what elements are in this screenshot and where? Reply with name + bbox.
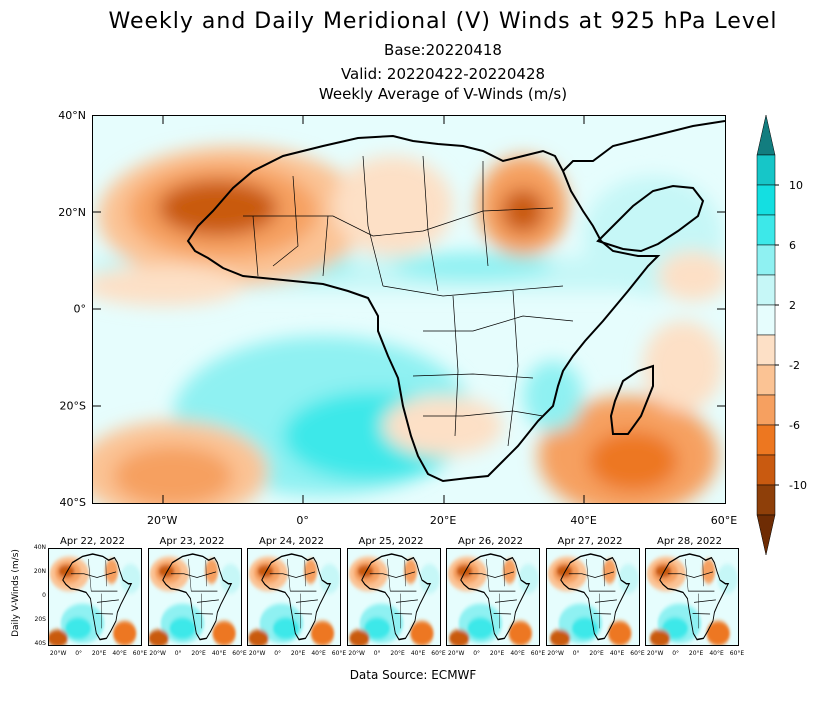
colorbar-segment	[756, 424, 776, 456]
colorbar-segment	[756, 304, 776, 336]
small-lat-label: 0	[42, 592, 46, 599]
map-axis-labels: 40°N 20°N 0° 20°S 40°S 20°W 0° 20°E 40°E 60°E	[58, 109, 737, 527]
daily-panel-date: Apr 22, 2022	[60, 536, 126, 547]
daily-panel-date: Apr 27, 2022	[557, 536, 623, 547]
daily-panel-date: Apr 28, 2022	[657, 536, 723, 547]
small-lon-label: 0°	[373, 650, 381, 657]
data-source: Data Source: ECMWF	[349, 668, 477, 682]
daily-panel-date: Apr 26, 2022	[458, 536, 524, 547]
daily-panel-map	[545, 548, 640, 646]
small-y-axis-label: Daily V-Winds (m/s)	[10, 549, 21, 637]
daily-panel-map	[446, 548, 540, 646]
small-lon-label: 20°W	[447, 650, 465, 657]
lon-label: 60°E	[711, 514, 737, 527]
lon-label: 40°E	[570, 514, 596, 527]
colorbar-arrow-top	[756, 114, 776, 156]
colorbar-segment	[756, 364, 776, 396]
daily-panel-map	[48, 548, 142, 646]
small-lon-label: 40°E	[709, 650, 724, 657]
valid-period: Valid: 20220422-20220428	[340, 65, 546, 83]
lon-label: 0°	[296, 514, 309, 527]
chart-title: Weekly and Daily Meridional (V) Winds at…	[108, 9, 778, 34]
lat-label: 20°N	[58, 206, 86, 219]
daily-panel-map	[147, 548, 242, 646]
small-lon-label: 0°	[572, 650, 580, 657]
small-lon-label: 60°E	[729, 650, 745, 657]
small-lon-label: 0°	[75, 650, 83, 657]
small-lon-label: 40°E	[510, 650, 525, 657]
lon-label: 20°E	[430, 514, 456, 527]
small-lon-label: 0°	[672, 650, 680, 657]
lat-label: 20°S	[60, 399, 86, 412]
small-lon-label: 20°W	[248, 650, 266, 657]
small-lon-label: 40°E	[609, 650, 625, 657]
colorbar-segment	[756, 394, 776, 426]
lon-label: 20°W	[147, 514, 177, 527]
colorbar-segment	[756, 154, 776, 186]
colorbar-segment	[756, 454, 776, 486]
small-lon-label: 20°E	[290, 650, 306, 657]
colorbar-arrow-bottom	[756, 514, 776, 556]
small-lon-label: 20°W	[49, 650, 67, 657]
small-lat-label: 20N	[33, 568, 46, 575]
colorbar-label: 2	[789, 299, 796, 312]
small-lon-label: 20°E	[589, 650, 604, 657]
daily-panel-date: Apr 23, 2022	[159, 536, 225, 547]
small-lat-label: 40S	[34, 640, 46, 647]
small-lon-label: 60°E	[232, 650, 247, 657]
small-lon-label: 40°E	[410, 650, 426, 657]
base-date: Base:20220418	[384, 41, 502, 59]
colorbar-segment	[756, 184, 776, 216]
colorbar: 10 6 2 -2 -6 -10	[756, 114, 807, 556]
small-lon-label: 20°W	[547, 650, 564, 657]
small-lon-label: 20°W	[348, 650, 365, 657]
colorbar-label: -6	[789, 419, 800, 432]
weekly-map	[92, 115, 726, 504]
daily-panel-map	[346, 548, 441, 646]
small-lon-label: 60°E	[331, 650, 347, 657]
small-lon-label: 20°E	[91, 650, 107, 657]
small-lon-label: 40°E	[311, 650, 326, 657]
small-lon-label: 0°	[473, 650, 481, 657]
daily-panel-map	[247, 548, 341, 646]
small-lat-label: 20S	[34, 616, 46, 623]
weekly-map-canvas	[93, 116, 725, 503]
small-lon-label: 60°E	[132, 650, 148, 657]
colorbar-segment	[756, 214, 776, 246]
small-lon-label: 60°E	[431, 650, 446, 657]
daily-panel-date: Apr 24, 2022	[259, 536, 325, 547]
small-lat-label: 40N	[33, 544, 46, 551]
small-lon-label: 20°E	[688, 650, 704, 657]
colorbar-segment	[756, 244, 776, 276]
lat-label: 40°S	[60, 496, 86, 509]
small-lon-label: 20°W	[149, 650, 166, 657]
colorbar-segment	[756, 274, 776, 306]
daily-panel-date: Apr 25, 2022	[358, 536, 424, 547]
small-lon-label: 20°E	[191, 650, 206, 657]
colorbar-segment	[756, 484, 776, 516]
daily-panel-map	[645, 548, 739, 646]
small-lon-label: 60°E	[630, 650, 645, 657]
lat-label: 0°	[74, 303, 87, 316]
colorbar-label: 6	[789, 239, 796, 252]
map-subtitle: Weekly Average of V-Winds (m/s)	[318, 85, 568, 103]
colorbar-label: -10	[789, 479, 807, 492]
small-lon-label: 40°E	[112, 650, 127, 657]
small-lon-label: 20°E	[390, 650, 405, 657]
colorbar-label: -2	[789, 359, 800, 372]
small-lon-label: 20°E	[489, 650, 505, 657]
lat-label: 40°N	[58, 109, 86, 122]
small-lon-label: 40°E	[211, 650, 227, 657]
colorbar-label: 10	[789, 179, 803, 192]
small-lon-label: 0°	[174, 650, 182, 657]
small-lon-label: 60°E	[530, 650, 546, 657]
small-lon-label: 0°	[274, 650, 282, 657]
small-lon-label: 20°W	[646, 650, 664, 657]
colorbar-segment	[756, 334, 776, 366]
